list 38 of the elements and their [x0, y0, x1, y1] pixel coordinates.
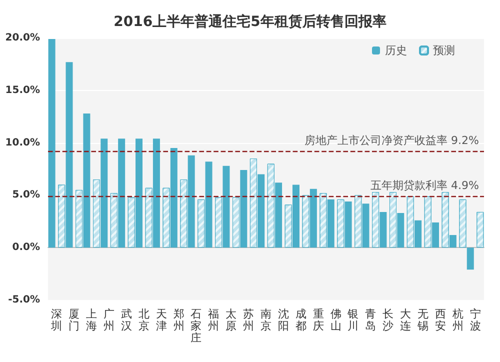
x-tick-label: 上海: [86, 308, 98, 332]
x-tick-label: 宁波: [470, 308, 481, 332]
x-tick-label: 南京: [260, 308, 272, 332]
x-tick-label: 沈阳: [278, 308, 289, 332]
x-tick-label: 长沙: [382, 308, 394, 332]
y-tick-label: 15.0%: [5, 84, 40, 96]
x-tick-label: 石家庄: [190, 308, 202, 344]
x-tick-label: 无锡: [416, 308, 428, 332]
x-tick-label: 深圳: [50, 308, 62, 332]
y-tick-label: 5.0%: [12, 190, 40, 201]
x-tick-label: 成都: [295, 308, 306, 332]
x-tick-label: 银川: [346, 308, 359, 332]
y-tick-label: -5.0%: [8, 294, 40, 306]
x-tick-label: 西安: [434, 308, 446, 332]
x-tick-label: 广州: [104, 308, 115, 332]
x-tick-label: 青岛: [365, 308, 376, 332]
x-tick-label: 重庆: [312, 308, 324, 332]
bar: [48, 39, 56, 248]
legend-label: 预测: [433, 44, 455, 57]
x-tick-label: 大连: [400, 308, 412, 332]
y-tick-label: 0.0%: [12, 242, 40, 254]
x-tick-label: 佛山: [330, 308, 342, 332]
x-tick-label: 杭州: [451, 308, 464, 332]
bar: [466, 248, 474, 270]
ref-line-label: 房地产上市公司净资产收益率 9.2%: [304, 134, 479, 148]
x-tick-label: 苏州: [243, 308, 254, 332]
y-tick-label: 10.0%: [5, 137, 40, 148]
legend-label: 历史: [385, 44, 407, 57]
y-tick-label: 20.0%: [5, 32, 40, 44]
x-tick-label: 厦门: [68, 308, 80, 332]
x-tick-label: 北京: [138, 308, 150, 332]
x-tick-label: 福州: [208, 308, 220, 332]
chart-title: 2016上半年普通住宅5年租赁后转售回报率: [114, 13, 386, 30]
x-tick-label: 郑州: [173, 308, 184, 332]
x-tick-label: 天津: [156, 308, 167, 332]
x-tick-label: 武汉: [120, 308, 132, 332]
ref-line-label: 五年期贷款利率 4.9%: [370, 179, 479, 192]
x-tick-label: 太原: [226, 308, 237, 332]
